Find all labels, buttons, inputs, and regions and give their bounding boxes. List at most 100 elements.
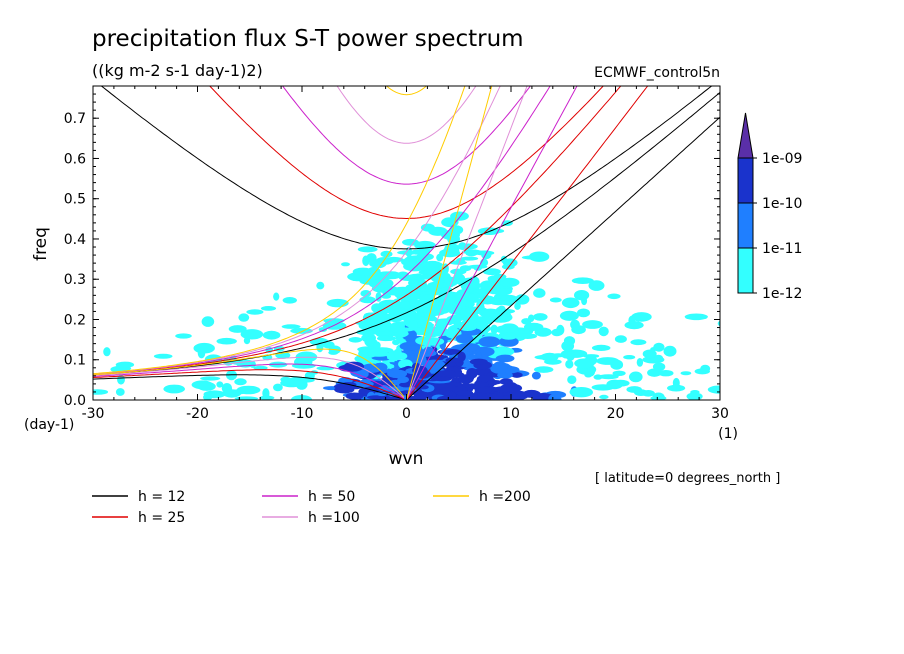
spectrum-patch [511,372,523,378]
spectrum-patch [478,386,493,394]
spectrum-patch [387,369,408,379]
spectrum-patch [593,374,603,380]
spectrum-patch [439,296,454,306]
spectrum-patch [236,385,261,395]
dispersion-curves [93,86,720,400]
spectrum-patch [436,253,444,262]
colorbar: 1e-12 1e-11 1e-10 1e-09 [737,112,802,302]
spectrum-patch [360,290,372,297]
spectrum-patch [163,384,185,394]
spectrum-patch [477,392,492,400]
spectrum-patch [544,359,562,365]
x-tick-label: -30 [82,406,105,422]
spectrum-patch [234,396,259,400]
spectrum-patch [443,273,451,283]
spectrum-patch [423,307,430,316]
latitude-footnote: [ latitude=0 degrees_north ] [595,471,780,486]
spectrum-patch [455,334,474,344]
spectrum-patch [642,349,657,359]
spectrum-patch [478,336,501,348]
colorbar-label: 1e-11 [762,241,802,257]
spectrum-patch [419,348,435,354]
spectrum-patch [577,308,590,318]
spectrum-patch [421,261,443,268]
colorbar-label: 1e-12 [762,286,802,302]
spectrum-patch [652,392,665,400]
gravity-curve [336,86,477,144]
spectrum-patch [533,313,548,321]
spectrum-patch [367,351,390,357]
spectrum-patch [551,353,565,358]
spectrum-patch [281,324,301,329]
spectrum-patch [636,358,644,367]
y-axis-label: freq [31,227,51,261]
spectrum-patch [448,314,467,321]
spectrum-patch [262,330,281,340]
x-tick-label: 10 [502,406,520,422]
spectrum-patch [374,260,386,269]
colorbar-segment [737,202,754,249]
spectrum-patch [476,351,482,358]
mrg-curve [93,86,466,375]
kelvin-curve [406,86,578,400]
x-tick-label: 20 [607,406,625,422]
spectrum-patch [153,353,173,359]
spectrum-patch [348,337,363,343]
spectrum-patch [525,391,541,398]
mrg-curve [93,91,720,376]
spectrum-patch [482,268,501,276]
spectrum-patch [534,354,557,360]
y-tick-label: 0.1 [64,353,86,369]
y-tick-label: 0.7 [64,111,86,127]
spectrum-patch [115,361,135,368]
spectrum-patch [352,380,374,388]
spectrum-patch [456,390,473,396]
spectrum-patch [259,395,275,400]
kelvin-curve [406,86,493,400]
spectrum-patch [486,379,499,386]
spectrum-patch [566,351,575,361]
colorbar-label: 1e-09 [762,151,802,167]
spectrum-patch [357,246,378,253]
spectrum-patch [556,324,565,336]
spectrum-patch [565,359,574,369]
spectrum-patch [499,277,520,287]
spectrum-patch [393,288,405,298]
spectrum-patch [367,395,388,400]
spectrum-patch [175,333,192,339]
spectrum-patch [345,392,364,400]
legend: h = 12 h = 25 h = 50 h =100 h =200 [92,489,531,526]
spectrum-patch [372,283,385,291]
x-tick-label: 0 [402,406,411,422]
spectrum-patch [548,394,556,400]
spectrum-patch [490,363,508,374]
mrg-curve [93,86,551,375]
spectrum-patch [203,390,226,399]
spectrum-patch [490,324,498,334]
spectrum-patch [457,351,466,362]
spectrum-patch [373,341,381,350]
spectrum-patch [201,316,215,327]
spectrum-patch [253,365,268,371]
spectrum-patch [499,378,513,385]
spectrum-patch [694,368,710,375]
spectrum-patch [376,391,388,397]
y-tick-label: 0.5 [64,192,86,208]
spectrum-patch [672,377,680,389]
spectrum-patch [361,363,383,373]
spectrum-patch [490,300,507,306]
spectrum-patch [392,339,400,346]
spectrum-patch [473,288,488,293]
spectrum-patch [234,378,247,386]
x-axis: -30 -20 -10 0 10 20 30 [82,86,729,422]
spectrum-patch [584,372,593,378]
spectrum-patch [240,329,264,340]
spectrum-patch [473,321,489,330]
legend-label: h = 12 [138,489,185,505]
legend-label: h =200 [479,489,531,505]
spectrum-patch [667,384,686,392]
spectrum-patch [408,277,427,288]
spectrum-patch [362,255,370,267]
spectrum-patch [273,383,283,392]
spectrum-patch [652,362,666,372]
